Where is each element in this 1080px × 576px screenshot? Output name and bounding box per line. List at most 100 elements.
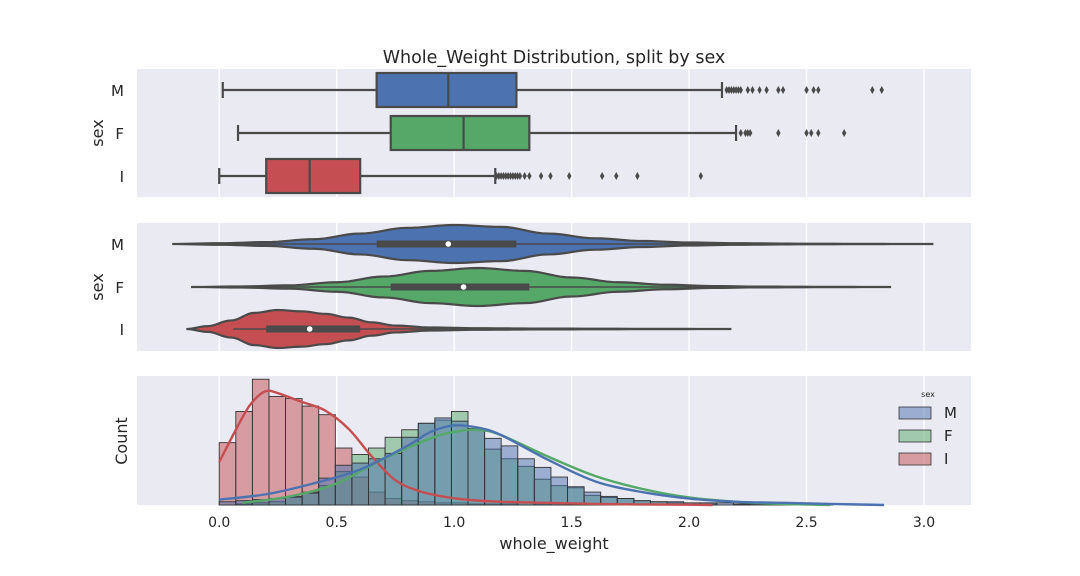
legend-swatch-M — [898, 406, 932, 420]
hist-bar-M — [218, 501, 237, 506]
hist-xtick-label: 3.0 — [913, 515, 935, 531]
hist-bar-M — [301, 492, 320, 506]
box-flier-M — [738, 86, 743, 94]
box-flier-I — [548, 172, 553, 180]
box-flier-M — [726, 86, 732, 94]
box-flier-I — [501, 172, 506, 180]
box-flier-I — [494, 172, 499, 180]
box-flier-I — [614, 172, 619, 180]
box-flier-I — [635, 172, 640, 180]
legend-label-M: M — [944, 404, 957, 422]
hist-xtick-label: 0.0 — [208, 515, 230, 531]
legend-label-I: I — [944, 450, 948, 468]
box-iqr-I — [265, 157, 362, 195]
box-flier-I — [515, 172, 520, 180]
boxplot-panel: M F I — [111, 69, 971, 197]
box-flier-M — [745, 86, 751, 94]
boxplot-tick-M: M — [111, 82, 124, 100]
box-flier-F — [738, 129, 743, 137]
box-flier-I — [496, 172, 501, 180]
violin-tick-F: F — [115, 279, 124, 297]
hist-bar-M — [732, 503, 751, 506]
box-flier-I — [527, 172, 532, 180]
box-flier-F — [816, 129, 821, 137]
violin-tick-I: I — [120, 321, 124, 339]
hist-bar-M — [434, 417, 452, 506]
legend: sex MFI — [898, 390, 957, 468]
box-flier-M — [724, 86, 729, 94]
box-flier-M — [776, 86, 781, 94]
box-flier-M — [729, 86, 734, 94]
figure-title: Whole_Weight Distribution, split by sex — [383, 48, 726, 68]
hist-bar-M — [517, 458, 535, 506]
box-flier-M — [750, 86, 755, 94]
box-flier-I — [513, 172, 518, 180]
box-flier-I — [503, 172, 509, 180]
hist-bar-M — [484, 437, 502, 506]
box-flier-M — [764, 86, 769, 94]
violin-median-M — [445, 241, 452, 247]
hist-bar-I — [268, 395, 287, 506]
box-flier-M — [811, 86, 816, 94]
box-flier-F — [841, 129, 847, 137]
hist-xtick-label: 2.5 — [795, 515, 817, 531]
hist-bar-I — [218, 442, 237, 506]
hist-xtick-label: 2.0 — [678, 515, 700, 531]
legend-swatch-F — [898, 429, 932, 443]
box-flier-I — [505, 172, 511, 180]
box-flier-I — [510, 172, 516, 180]
box-flier-F — [747, 129, 753, 137]
kde-line-M — [219, 424, 885, 507]
box-iqr-M — [375, 71, 518, 109]
box-flier-M — [870, 86, 875, 94]
histogram-ylabel: Count — [112, 417, 131, 465]
boxplot-ylabel: sex — [88, 119, 107, 146]
box-flier-I — [599, 172, 605, 180]
box-flier-F — [745, 129, 751, 137]
histogram-xlabel: whole_weight — [499, 534, 608, 554]
box-flier-M — [879, 86, 884, 94]
boxplot-tick-I: I — [120, 168, 124, 186]
box-flier-M — [816, 86, 821, 94]
box-flier-F — [804, 129, 809, 137]
hist-bar-M — [533, 466, 552, 506]
box-iqr-F — [389, 114, 531, 152]
box-flier-I — [498, 172, 504, 180]
hist-xtick-label: 1.5 — [560, 515, 582, 531]
box-flier-I — [538, 172, 544, 180]
violin-median-F — [460, 284, 467, 290]
box-flier-F — [776, 129, 781, 137]
box-flier-M — [757, 86, 762, 94]
hist-xtick-label: 0.5 — [326, 515, 348, 531]
legend-label-F: F — [944, 427, 953, 445]
legend-swatch-I — [898, 452, 932, 466]
hist-xtick-label: 1.0 — [443, 515, 465, 531]
legend-title: sex — [921, 390, 935, 399]
box-flier-F — [743, 129, 748, 137]
hist-bar-M — [450, 420, 469, 506]
box-flier-I — [522, 172, 527, 180]
box-flier-F — [809, 129, 814, 137]
kde-line-I — [218, 389, 713, 507]
violin-median-I — [306, 326, 313, 332]
box-flier-I — [508, 172, 513, 180]
hist-bar-M — [716, 502, 734, 506]
box-flier-M — [804, 86, 809, 94]
box-flier-M — [733, 86, 739, 94]
hist-bar-M — [467, 428, 486, 506]
hist-bar-M — [550, 476, 568, 506]
box-flier-I — [567, 172, 572, 180]
hist-bar-M — [334, 464, 353, 506]
violin-ylabel: sex — [88, 273, 107, 300]
histogram-panel: 0.0 0.5 1.0 1.5 2.0 2.5 3.0 — [137, 376, 971, 531]
hist-bar-M — [500, 445, 519, 506]
violin-panel: M F I — [111, 223, 971, 351]
box-flier-M — [731, 86, 736, 94]
box-flier-M — [736, 86, 741, 94]
violin-tick-M: M — [111, 236, 124, 254]
box-flier-I — [517, 172, 523, 180]
box-flier-I — [698, 172, 704, 180]
boxplot-tick-F: F — [115, 125, 124, 143]
box-flier-M — [780, 86, 786, 94]
